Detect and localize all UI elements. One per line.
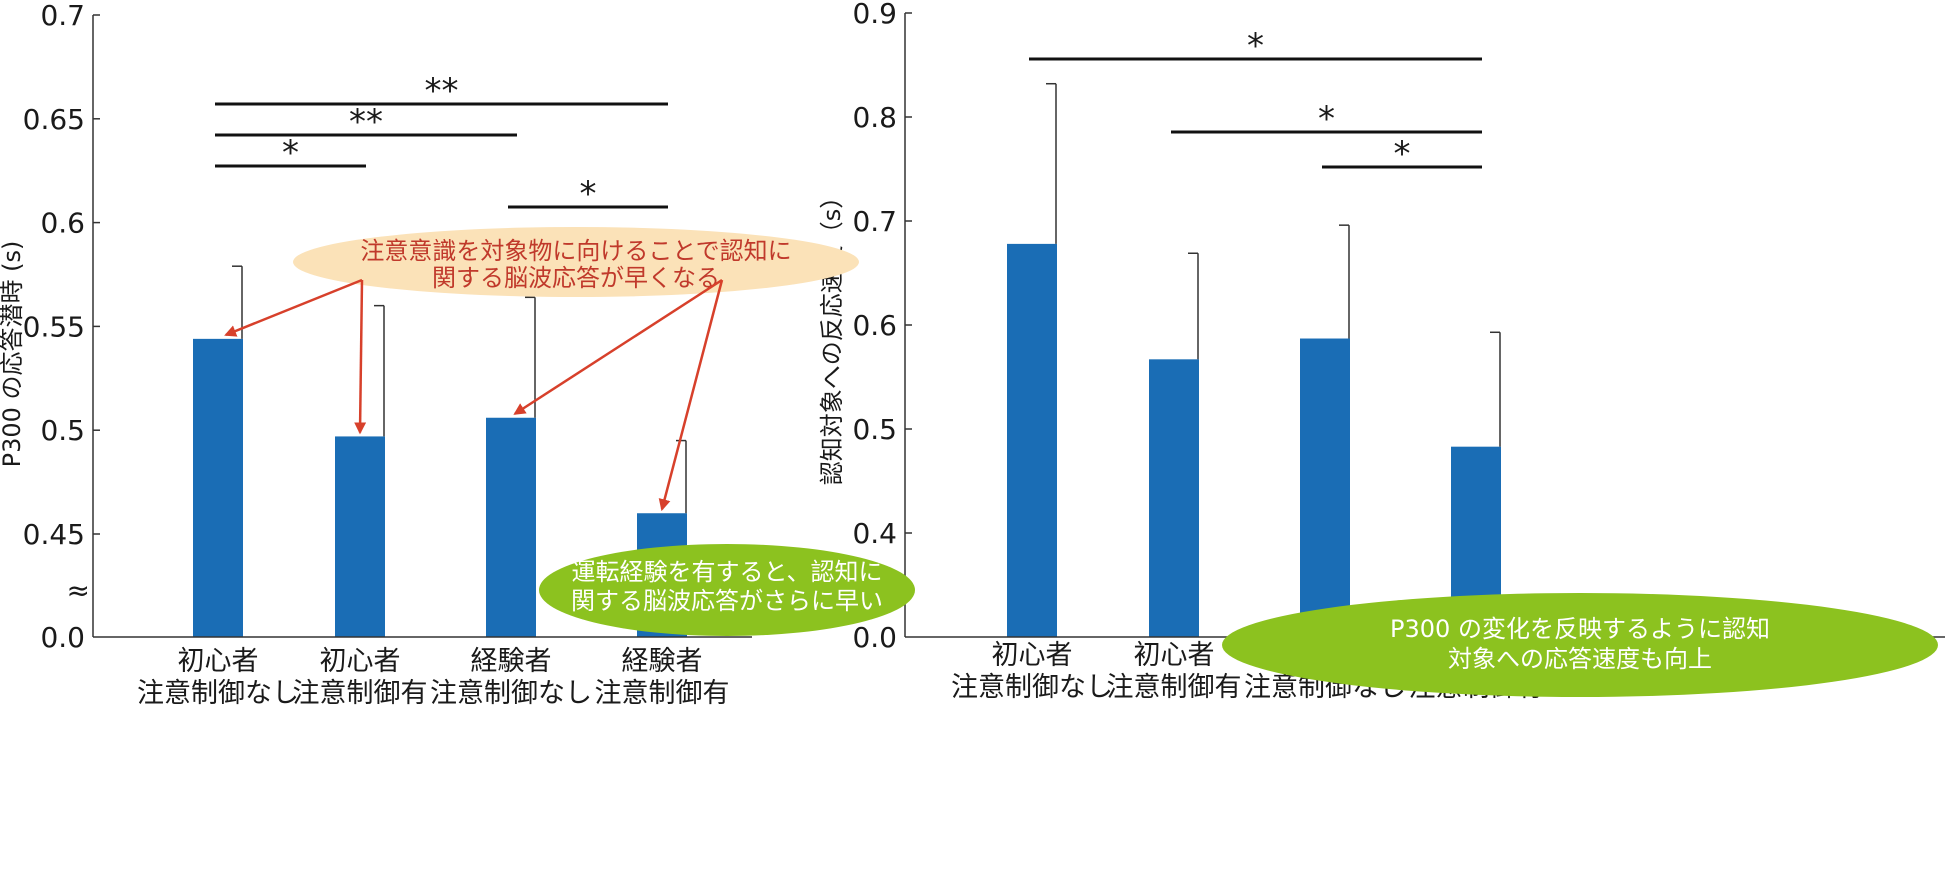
callout-orange bbox=[293, 227, 859, 297]
y-axis-label-1: P300 の応答潜時 (s) bbox=[0, 241, 26, 468]
bar-1-1 bbox=[193, 338, 243, 637]
significance-layer: ********* bbox=[215, 26, 1482, 214]
x-tick-label-2-2-b: 注意制御有 bbox=[1107, 672, 1242, 703]
y-tick-label-zero-2: 0.0 bbox=[852, 621, 897, 654]
callout-green-2 bbox=[1222, 593, 1938, 697]
arrow-4 bbox=[658, 279, 724, 512]
axis-break-1: ≈ bbox=[67, 574, 90, 607]
x-tick-label-2-1-b: 注意制御なし bbox=[951, 672, 1113, 703]
x-tick-label-1-2-a: 初心者 bbox=[320, 646, 401, 677]
x-tick-label-1-4-a: 経験者 bbox=[622, 646, 703, 677]
y-tick-label-2-6: 0.9 bbox=[852, 0, 897, 30]
callout-green-1-line2: 関する脳波応答がさらに早い bbox=[571, 587, 883, 615]
y-tick-label-1-4: 0.6 bbox=[40, 207, 85, 240]
x-tick-label-2-2-a: 初心者 bbox=[1134, 640, 1215, 671]
x-tick-label-1-4-b: 注意制御有 bbox=[595, 678, 730, 709]
y-tick-label-2-5: 0.8 bbox=[852, 101, 897, 134]
callout-green-2-line2: 対象への応答速度も向上 bbox=[1448, 645, 1712, 673]
callout-orange-line2: 関する脳波応答が早くなる bbox=[432, 264, 720, 292]
callout-green-2-line1: P300 の変化を反映するように認知 bbox=[1390, 615, 1770, 643]
x-tick-label-1-2-b: 注意制御有 bbox=[293, 678, 428, 709]
y-tick-label-2-2: 0.5 bbox=[852, 413, 897, 446]
annotations-layer: 注意意識を対象物に向けることで認知に関する脳波応答が早くなる運転経験を有すると、… bbox=[224, 227, 1938, 697]
sig-label-2-2: * bbox=[1318, 99, 1335, 139]
y-tick-label-1-6: 0.7 bbox=[40, 0, 85, 32]
y-tick-label-1-3: 0.55 bbox=[23, 310, 85, 343]
bar-1-3 bbox=[486, 417, 536, 637]
y-tick-label-1-1: 0.45 bbox=[23, 518, 85, 551]
arrow-1 bbox=[224, 278, 363, 337]
y-tick-label-2-1: 0.4 bbox=[852, 517, 897, 550]
y-tick-label-zero-1: 0.0 bbox=[40, 621, 85, 654]
sig-label-1-2: * bbox=[580, 174, 597, 214]
y-tick-label-1-5: 0.65 bbox=[23, 103, 85, 136]
y-tick-label-2-4: 0.7 bbox=[852, 205, 897, 238]
y-tick-label-2-3: 0.6 bbox=[852, 309, 897, 342]
bars-layer bbox=[193, 82, 1501, 637]
bar-1-2 bbox=[335, 436, 385, 637]
bar-2-1 bbox=[1007, 243, 1057, 637]
sig-label-1-4: ** bbox=[425, 71, 459, 111]
callout-green-1 bbox=[539, 544, 915, 636]
x-tick-label-2-1-a: 初心者 bbox=[992, 640, 1073, 671]
bar-2-2 bbox=[1149, 359, 1199, 637]
y-tick-label-1-2: 0.5 bbox=[40, 414, 85, 447]
x-tick-label-1-3-b: 注意制御なし bbox=[430, 678, 592, 709]
x-tick-label-1-1-b: 注意制御なし bbox=[137, 678, 299, 709]
sig-label-1-1: * bbox=[282, 133, 299, 173]
sig-label-2-1: * bbox=[1247, 26, 1264, 66]
sig-label-1-3: ** bbox=[349, 102, 383, 142]
callout-orange-line1: 注意意識を対象物に向けることで認知に bbox=[360, 237, 791, 265]
arrow-3 bbox=[513, 278, 723, 415]
sig-label-2-3: * bbox=[1394, 134, 1411, 174]
callout-green-1-line1: 運転経験を有すると、認知に bbox=[571, 558, 882, 586]
arrow-2 bbox=[354, 279, 367, 435]
y-axis-label-2: 認知対象への反応速度（s） bbox=[818, 185, 846, 486]
bar-2-3 bbox=[1300, 338, 1350, 637]
x-tick-label-1-1-a: 初心者 bbox=[178, 646, 259, 677]
x-tick-label-1-3-a: 経験者 bbox=[471, 646, 552, 677]
